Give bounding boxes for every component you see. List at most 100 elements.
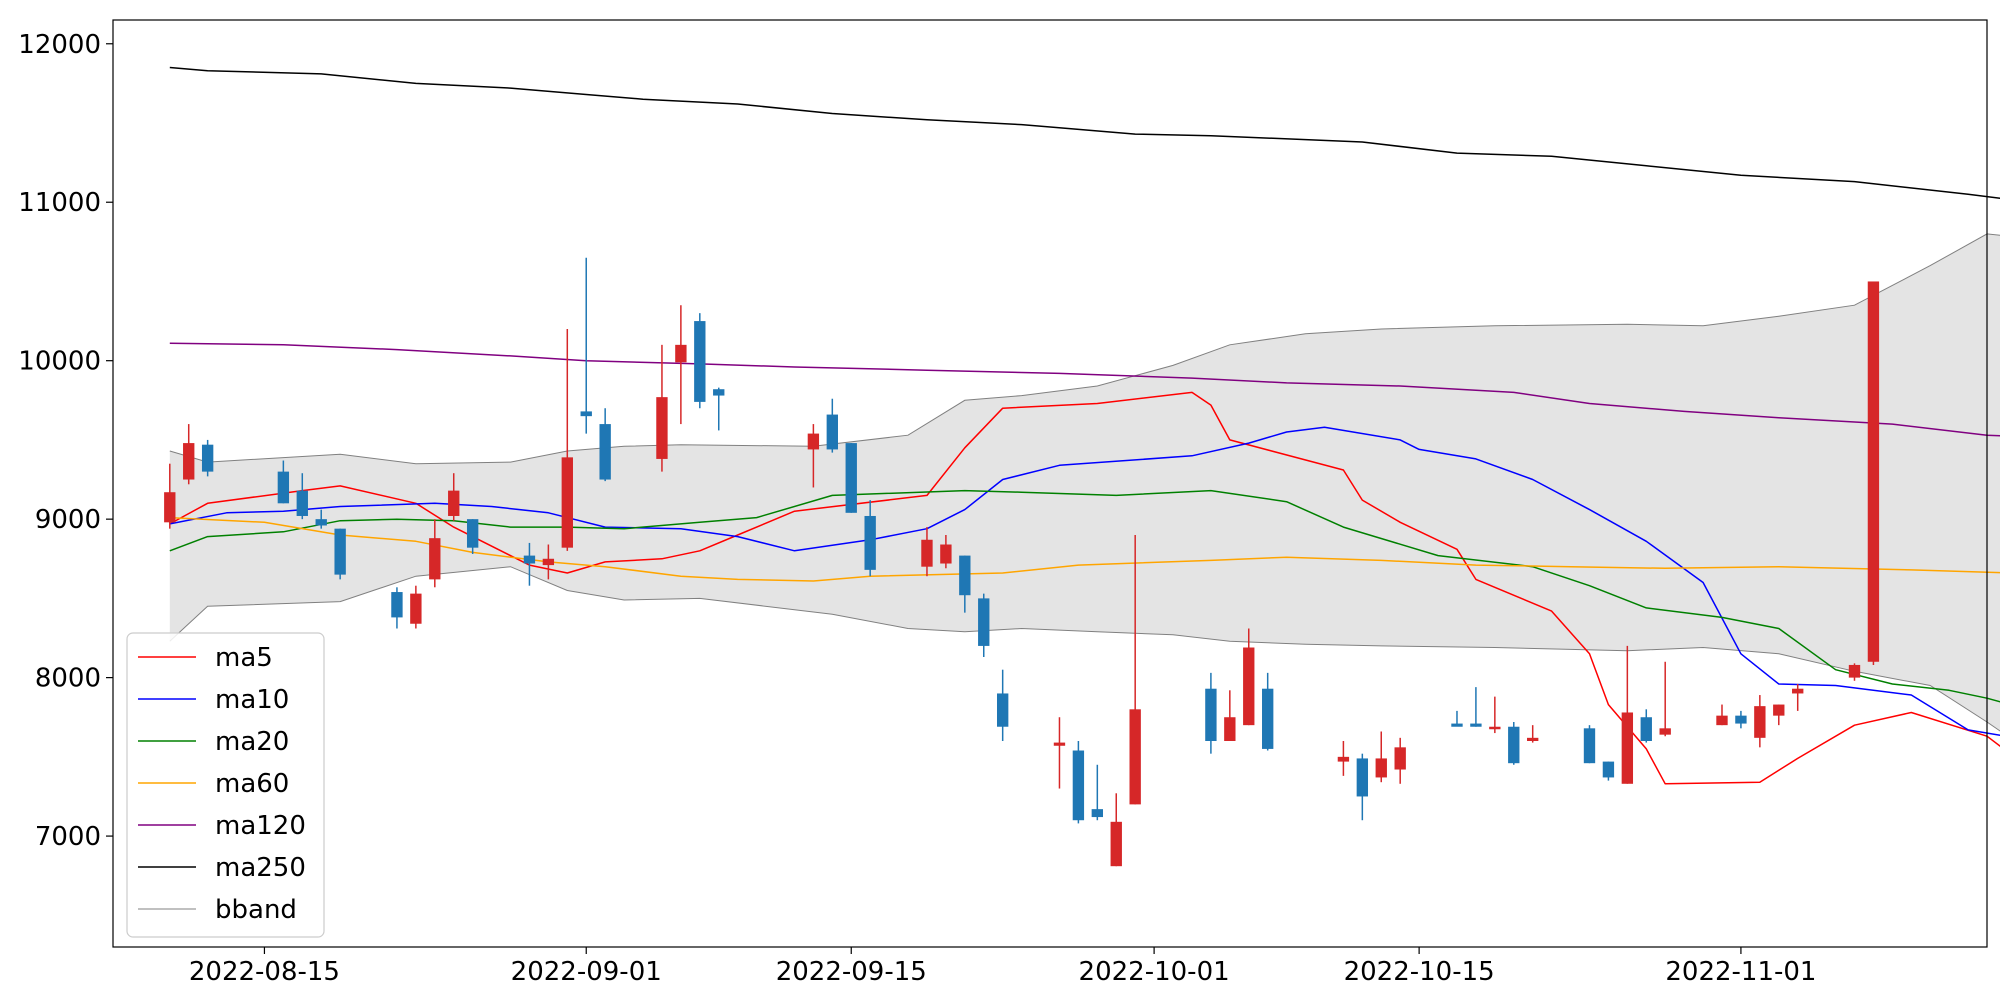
candle-body — [1243, 647, 1255, 726]
candle-body — [1470, 723, 1482, 727]
candle — [466, 519, 479, 555]
y-tick-label: 12000 — [18, 30, 101, 60]
legend-label: ma10 — [215, 685, 289, 715]
candle-body — [277, 471, 290, 504]
candle-body — [1735, 715, 1747, 724]
legend-item-ma60: ma60 — [138, 769, 289, 799]
candle — [410, 585, 422, 629]
ma250-line — [169, 66, 2000, 200]
legend-box — [126, 632, 325, 938]
candle — [1356, 753, 1369, 821]
x-tick-label: 2022-10-01 — [1079, 957, 1230, 987]
candle-body — [1337, 756, 1350, 762]
candle-body — [1224, 717, 1236, 741]
candle-body — [1848, 664, 1861, 678]
candle-body — [1867, 281, 1880, 662]
candle — [1110, 793, 1122, 867]
candle-body — [1394, 747, 1406, 770]
moving-average-layer — [169, 66, 2000, 785]
ma10-line — [169, 426, 2000, 736]
candle — [296, 473, 308, 520]
candle — [523, 542, 536, 586]
candle — [1489, 696, 1501, 734]
candle-body — [183, 443, 195, 480]
ma5-line — [169, 391, 2000, 785]
candle — [978, 593, 990, 658]
candle — [1754, 695, 1766, 748]
candle — [1224, 690, 1236, 741]
ma60-line — [169, 516, 2000, 582]
candle-body — [429, 538, 441, 580]
legend-item-ma20: ma20 — [138, 727, 289, 757]
candle — [675, 305, 687, 425]
candles-layer — [164, 257, 1880, 867]
candle — [580, 257, 592, 434]
candle — [277, 460, 290, 504]
candle-body — [1716, 715, 1728, 726]
candle — [1583, 725, 1596, 764]
y-tick-label: 8000 — [35, 664, 101, 694]
candle — [1129, 535, 1141, 805]
candle — [959, 555, 971, 613]
candle-body — [826, 414, 838, 450]
candle-body — [1527, 737, 1539, 741]
legend-label: bband — [215, 895, 297, 925]
candle-body — [1583, 728, 1596, 764]
candle-body — [580, 411, 592, 417]
candle-body — [694, 321, 706, 402]
candle-body — [996, 693, 1009, 727]
candle — [1262, 672, 1274, 751]
candle — [448, 473, 460, 521]
y-axis: 7000 8000 9000 10000 11000 12000 — [18, 30, 113, 852]
candle — [1243, 628, 1255, 726]
legend-label: ma120 — [215, 811, 306, 841]
candle — [1508, 721, 1520, 765]
candle-body — [315, 519, 327, 526]
candle — [429, 519, 441, 588]
candle — [807, 424, 820, 488]
legend: ma5 ma10 ma20 ma60 ma120 ma250 bband — [126, 632, 325, 938]
candle — [826, 398, 838, 453]
candle-body — [523, 555, 536, 564]
candle — [1792, 683, 1804, 711]
candle-body — [391, 592, 403, 618]
candle-body — [940, 544, 952, 564]
candle-body — [1356, 758, 1369, 797]
candle-body — [1205, 688, 1217, 741]
legend-label: ma250 — [215, 853, 306, 883]
candle — [1470, 687, 1482, 727]
candle — [334, 528, 346, 580]
candle-body — [1508, 726, 1520, 764]
x-tick-label: 2022-10-15 — [1344, 957, 1495, 987]
candle-body — [542, 558, 555, 566]
candle-body — [561, 457, 573, 548]
legend-item-ma250: ma250 — [138, 853, 306, 883]
candle-body — [1640, 717, 1652, 741]
candle-body — [1451, 723, 1463, 727]
candle — [1091, 764, 1104, 821]
y-tick-label: 10000 — [18, 347, 101, 377]
y-tick-label: 7000 — [35, 822, 101, 852]
candle-body — [1072, 750, 1085, 821]
candle-body — [1754, 706, 1766, 738]
candle-body — [1659, 728, 1671, 735]
candle — [183, 424, 195, 485]
candle-body — [466, 519, 479, 548]
legend-item-ma5: ma5 — [138, 643, 273, 673]
candle — [1394, 737, 1406, 784]
ma120-line — [169, 342, 2000, 437]
candle — [1716, 704, 1728, 726]
candle — [1867, 281, 1880, 665]
candle-body — [807, 433, 820, 450]
candle — [1735, 710, 1747, 729]
candle — [1602, 761, 1615, 781]
candle — [599, 408, 611, 482]
x-tick-label: 2022-08-15 — [189, 957, 340, 987]
candle — [1848, 663, 1861, 681]
legend-label: ma20 — [215, 727, 289, 757]
candle — [656, 344, 668, 472]
candle-body — [410, 593, 422, 624]
candle — [694, 313, 706, 409]
x-tick-label: 2022-11-01 — [1665, 957, 1816, 987]
